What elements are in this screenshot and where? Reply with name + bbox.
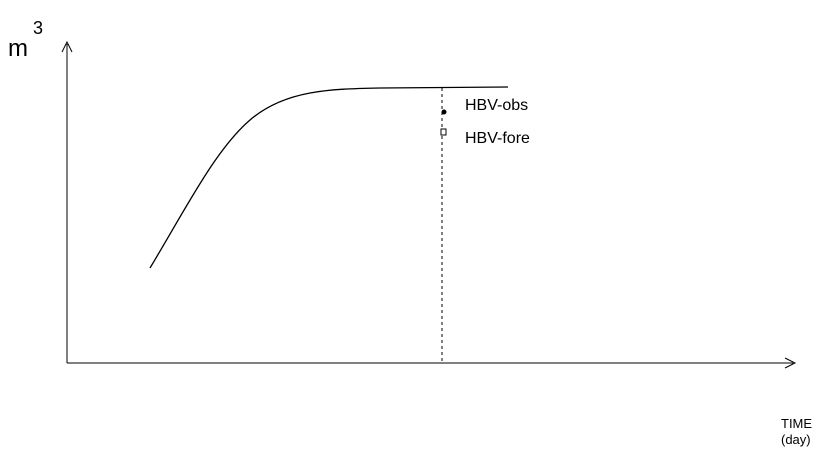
x-axis-label: TIME xyxy=(781,416,812,431)
curve xyxy=(149,86,509,269)
y-axis-label: m xyxy=(8,35,28,62)
legend-label: HBV-obs xyxy=(465,97,528,114)
y-axis-arrow xyxy=(61,40,73,53)
fore-marker xyxy=(440,128,447,136)
y-axis-exponent: 3 xyxy=(33,18,43,38)
x-axis-unit: (day) xyxy=(781,432,811,447)
x-axis-arrow xyxy=(784,357,797,369)
obs-marker xyxy=(441,109,447,115)
legend-label: HBV-fore xyxy=(465,130,530,147)
